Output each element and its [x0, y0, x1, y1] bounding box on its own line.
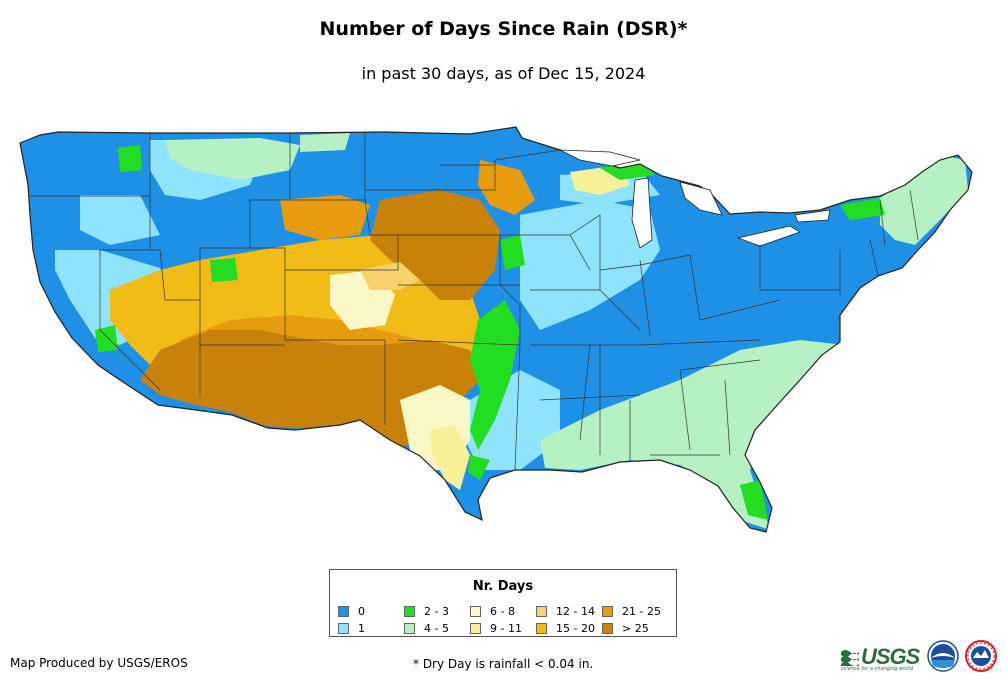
legend-swatch [338, 623, 349, 634]
legend-label: 1 [358, 622, 365, 635]
legend-item: 15 - 20 [536, 620, 602, 637]
state-borders [30, 133, 919, 471]
legend-swatch [536, 623, 547, 634]
legend-label: 0 [358, 605, 365, 618]
legend-item: 21 - 25 [602, 603, 668, 620]
map-subtitle: in past 30 days, as of Dec 15, 2024 [361, 64, 646, 83]
us-outline [19, 126, 973, 533]
dry-day-note: * Dry Day is rainfall < 0.04 in. [413, 657, 594, 671]
legend-item: 2 - 3 [404, 603, 470, 620]
legend-item: 0 [338, 603, 404, 620]
legend-label: 2 - 3 [424, 605, 449, 618]
legend-swatch [470, 623, 481, 634]
zone-over-25-days [140, 330, 480, 450]
legend-label: 6 - 8 [490, 605, 515, 618]
usgs-logo-text: USGS [861, 644, 920, 669]
legend-item: 4 - 5 [404, 620, 470, 637]
legend-swatch [338, 606, 349, 617]
nws-logo-icon [965, 640, 997, 672]
legend-item: 12 - 14 [536, 603, 602, 620]
map-title: Number of Days Since Rain (DSR)* [319, 18, 688, 40]
legend-swatch [470, 606, 481, 617]
legend-swatch [404, 623, 415, 634]
legend-title: Nr. Days [472, 579, 534, 594]
legend-item: 1 [338, 620, 404, 637]
legend-items: 0 1 2 - 3 4 - 5 6 - 8 9 - 11 12 - 14 15 - 20 21 … [338, 603, 674, 637]
us-dsr-map [19, 126, 973, 533]
legend-label: > 25 [622, 622, 649, 635]
legend-label: 15 - 20 [556, 622, 595, 635]
zone-9-11-days [430, 425, 470, 490]
noaa-logo-icon [927, 640, 959, 672]
usgs-wave-icon [841, 650, 859, 666]
legend-item: 9 - 11 [470, 620, 536, 637]
map-legend: Nr. Days 0 1 2 - 3 4 - 5 6 - 8 9 - 11 12 - 14 1… [329, 569, 677, 637]
legend-label: 12 - 14 [556, 605, 595, 618]
usgs-tagline: science for a changing world [841, 666, 913, 672]
usgs-logo: USGS [841, 644, 920, 670]
agency-logos: USGS science for a changing world [841, 638, 1001, 678]
zone-4-5-days [540, 340, 845, 530]
legend-label: 9 - 11 [490, 622, 522, 635]
legend-swatch [602, 623, 613, 634]
legend-label: 4 - 5 [424, 622, 449, 635]
legend-swatch [602, 606, 613, 617]
zone-12-14-days [360, 262, 420, 290]
legend-item: 6 - 8 [470, 603, 536, 620]
legend-swatch [404, 606, 415, 617]
legend-item: > 25 [602, 620, 668, 637]
credit-text: Map Produced by USGS/EROS [10, 656, 188, 670]
dsr-color-fill [20, 127, 972, 532]
zone-2-3-days [470, 300, 520, 450]
legend-swatch [536, 606, 547, 617]
legend-label: 21 - 25 [622, 605, 661, 618]
great-lakes [559, 149, 831, 249]
